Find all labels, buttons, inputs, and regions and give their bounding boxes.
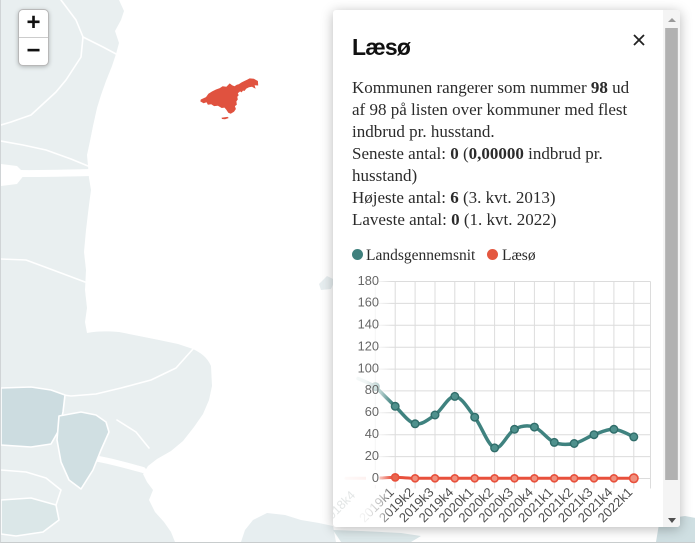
svg-text:0: 0 xyxy=(372,470,379,485)
svg-text:40: 40 xyxy=(365,426,379,441)
svg-text:180: 180 xyxy=(358,273,379,288)
svg-text:160: 160 xyxy=(358,295,379,310)
svg-text:120: 120 xyxy=(358,339,379,354)
svg-text:140: 140 xyxy=(358,317,379,332)
svg-text:60: 60 xyxy=(365,404,379,419)
svg-text:80: 80 xyxy=(365,382,379,397)
svg-text:20: 20 xyxy=(365,448,379,463)
svg-text:100: 100 xyxy=(358,360,379,375)
